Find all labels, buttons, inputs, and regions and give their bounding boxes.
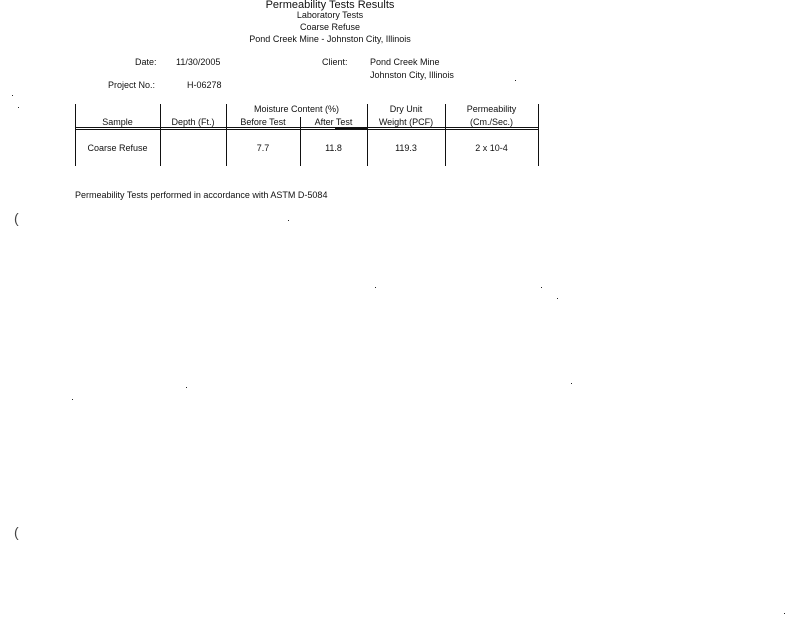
header-permeability-unit: (Cm./Sec.): [469, 117, 513, 127]
header-permeability: Permeability: [466, 104, 517, 114]
header-after-test: After Test: [314, 117, 353, 127]
column-divider: [160, 104, 161, 166]
footnote: Permeability Tests performed in accordan…: [75, 190, 328, 200]
table-border-left: [75, 104, 76, 166]
header-moisture-content: Moisture Content (%): [253, 104, 340, 114]
cell-sample: Coarse Refuse: [87, 143, 148, 153]
document-title: Permeability Tests Results: [265, 0, 395, 11]
client-name: Pond Creek Mine: [370, 57, 440, 67]
client-location: Johnston City, Illinois: [370, 70, 454, 80]
header-before-test: Before Test: [240, 117, 286, 127]
project-value: H-06278: [187, 80, 222, 90]
column-divider: [226, 104, 227, 166]
table-border-right: [538, 104, 539, 166]
cell-after-test: 11.8: [325, 143, 342, 153]
header-rule: [75, 127, 538, 128]
cell-permeability: 2 x 10-4: [475, 143, 508, 153]
subtitle-material: Coarse Refuse: [299, 22, 361, 32]
binder-hole-mark: (: [14, 210, 19, 226]
cell-before-test: 7.7: [256, 143, 270, 153]
column-divider: [445, 104, 446, 166]
header-dry-unit: Dry Unit: [389, 104, 423, 114]
column-divider: [367, 104, 368, 166]
subtitle-location: Pond Creek Mine - Johnston City, Illinoi…: [249, 34, 411, 44]
column-divider: [300, 117, 301, 166]
project-label: Project No.:: [108, 80, 156, 90]
client-label: Client:: [322, 57, 348, 67]
cell-dry-unit-weight: 119.3: [395, 143, 417, 153]
date-label: Date:: [135, 57, 157, 67]
header-rule-mark: [335, 128, 367, 130]
header-rule-double: [75, 129, 538, 130]
date-value: 11/30/2005: [176, 57, 221, 67]
header-sample: Sample: [102, 117, 133, 127]
binder-hole-mark: (: [14, 524, 19, 540]
header-depth: Depth (Ft.): [171, 117, 215, 127]
header-weight-pcf: Weight (PCF): [378, 117, 434, 127]
subtitle-laboratory: Laboratory Tests: [296, 10, 364, 20]
